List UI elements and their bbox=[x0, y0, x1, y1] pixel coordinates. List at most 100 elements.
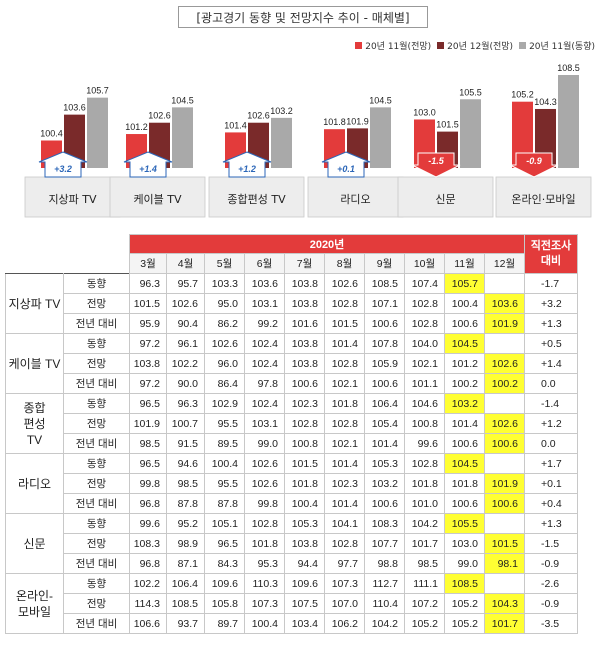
category-label: 종합편성 TV bbox=[227, 193, 286, 206]
value-cell: 104.6 bbox=[404, 393, 445, 414]
value-cell: 90.4 bbox=[166, 313, 205, 334]
value-cell: 103.8 bbox=[284, 293, 325, 314]
up-arrow-icon bbox=[321, 151, 371, 178]
value-cell: 107.2 bbox=[404, 593, 445, 614]
category-label: 신문 bbox=[435, 193, 455, 206]
row-label: 전년 대비 bbox=[63, 313, 130, 334]
category-label: 케이블 TV bbox=[133, 193, 182, 206]
value-cell: 98.5 bbox=[129, 433, 167, 454]
row-label: 전년 대비 bbox=[63, 433, 130, 454]
media-label: 신문 bbox=[5, 513, 64, 574]
bar-value-label: 101.2 bbox=[125, 122, 148, 132]
category-label-box bbox=[397, 176, 494, 218]
value-cell: 103.4 bbox=[284, 613, 325, 634]
down-arrow-icon bbox=[411, 152, 461, 178]
row-label: 동향 bbox=[63, 513, 130, 534]
value-cell: 108.5 bbox=[444, 573, 485, 594]
diff-cell: -1.5 bbox=[524, 533, 578, 554]
value-cell: 86.4 bbox=[204, 373, 245, 394]
value-cell: 95.2 bbox=[166, 513, 205, 534]
value-cell: 102.6 bbox=[166, 293, 205, 314]
value-cell: 103.8 bbox=[129, 353, 167, 374]
diff-cell: -1.7 bbox=[524, 273, 578, 294]
row-label: 동향 bbox=[63, 573, 130, 594]
value-cell: 107.5 bbox=[284, 593, 325, 614]
up-arrow-icon bbox=[222, 151, 272, 178]
value-cell: 98.8 bbox=[364, 553, 405, 574]
bar bbox=[512, 101, 533, 168]
value-cell: 98.5 bbox=[404, 553, 445, 574]
month-header: 5월 bbox=[204, 253, 245, 274]
legend-swatch bbox=[355, 42, 363, 49]
value-cell: 105.2 bbox=[404, 613, 445, 634]
value-cell: 105.8 bbox=[204, 593, 245, 614]
value-cell: 104.0 bbox=[404, 333, 445, 354]
value-cell: 100.8 bbox=[284, 433, 325, 454]
up-arrow-icon bbox=[38, 151, 88, 178]
legend-item: 20년 12월(전망) bbox=[437, 39, 513, 52]
change-label: +1.4 bbox=[139, 164, 157, 174]
diff-cell: +1.7 bbox=[524, 453, 578, 474]
value-cell: 101.4 bbox=[324, 333, 365, 354]
value-cell: 108.5 bbox=[166, 593, 205, 614]
value-cell: 99.6 bbox=[129, 513, 167, 534]
row-label: 전망 bbox=[63, 593, 130, 614]
category-label: 라디오 bbox=[340, 193, 370, 206]
value-cell: 105.4 bbox=[364, 413, 405, 434]
value-cell: 105.2 bbox=[444, 613, 485, 634]
value-cell: 101.8 bbox=[284, 473, 325, 494]
value-cell: 99.8 bbox=[244, 493, 285, 514]
row-label: 전망 bbox=[63, 473, 130, 494]
value-cell: 100.8 bbox=[404, 413, 445, 434]
value-cell: 101.7 bbox=[484, 613, 525, 634]
value-cell: 99.8 bbox=[129, 473, 167, 494]
value-cell: 103.0 bbox=[444, 533, 485, 554]
month-header: 10월 bbox=[404, 253, 445, 274]
value-cell: 98.5 bbox=[166, 473, 205, 494]
value-cell: 100.6 bbox=[284, 373, 325, 394]
value-cell: 102.3 bbox=[284, 393, 325, 414]
value-cell: 91.5 bbox=[166, 433, 205, 454]
value-cell: 103.8 bbox=[284, 533, 325, 554]
month-header: 12월 bbox=[484, 253, 525, 274]
value-cell: 100.6 bbox=[484, 493, 525, 514]
table-row: 전년 대비 97.2 90.0 86.4 97.8 100.6 102.1 100.6 101.… bbox=[6, 373, 578, 394]
value-cell: 102.8 bbox=[404, 293, 445, 314]
bar-value-label: 101.9 bbox=[346, 116, 369, 126]
value-cell: 95.5 bbox=[204, 473, 245, 494]
category-label-box bbox=[24, 176, 121, 218]
value-cell: 87.1 bbox=[166, 553, 205, 574]
value-cell: 95.5 bbox=[204, 413, 245, 434]
value-cell: 102.4 bbox=[244, 393, 285, 414]
value-cell: 102.3 bbox=[324, 473, 365, 494]
value-cell: 105.9 bbox=[364, 353, 405, 374]
value-cell: 101.8 bbox=[324, 393, 365, 414]
row-label: 동향 bbox=[63, 453, 130, 474]
value-cell: 106.6 bbox=[129, 613, 167, 634]
value-cell: 100.7 bbox=[166, 413, 205, 434]
value-cell: 89.5 bbox=[204, 433, 245, 454]
bar bbox=[558, 75, 579, 168]
value-cell: 103.1 bbox=[244, 293, 285, 314]
value-cell: 104.2 bbox=[404, 513, 445, 534]
diff-cell: -1.4 bbox=[524, 393, 578, 414]
table-row: 온라인- 모바일 동향 102.2 106.4 109.6 110.3 109.6 107.3… bbox=[5, 573, 578, 634]
value-cell: 102.1 bbox=[324, 373, 365, 394]
bar-value-label: 102.6 bbox=[247, 111, 270, 121]
bar-value-label: 103.2 bbox=[270, 106, 293, 116]
value-cell: 107.3 bbox=[244, 593, 285, 614]
value-cell: 105.7 bbox=[444, 273, 485, 294]
value-cell: 105.3 bbox=[284, 513, 325, 534]
value-cell: 95.3 bbox=[244, 553, 285, 574]
up-arrow-icon bbox=[123, 151, 173, 178]
value-cell: 89.7 bbox=[204, 613, 245, 634]
value-cell: 100.6 bbox=[444, 493, 485, 514]
value-cell: 107.0 bbox=[324, 593, 365, 614]
legend-item: 20년 11월(동향) bbox=[519, 39, 595, 52]
diff-cell: 0.0 bbox=[524, 433, 578, 454]
media-label: 온라인- 모바일 bbox=[5, 573, 64, 634]
value-cell: 105.3 bbox=[364, 453, 405, 474]
value-cell: 96.0 bbox=[204, 353, 245, 374]
table-row: 전망 101.5 102.6 95.0 103.1 103.8 102.8 107.1 102.… bbox=[6, 293, 578, 314]
legend-swatch bbox=[519, 42, 527, 49]
